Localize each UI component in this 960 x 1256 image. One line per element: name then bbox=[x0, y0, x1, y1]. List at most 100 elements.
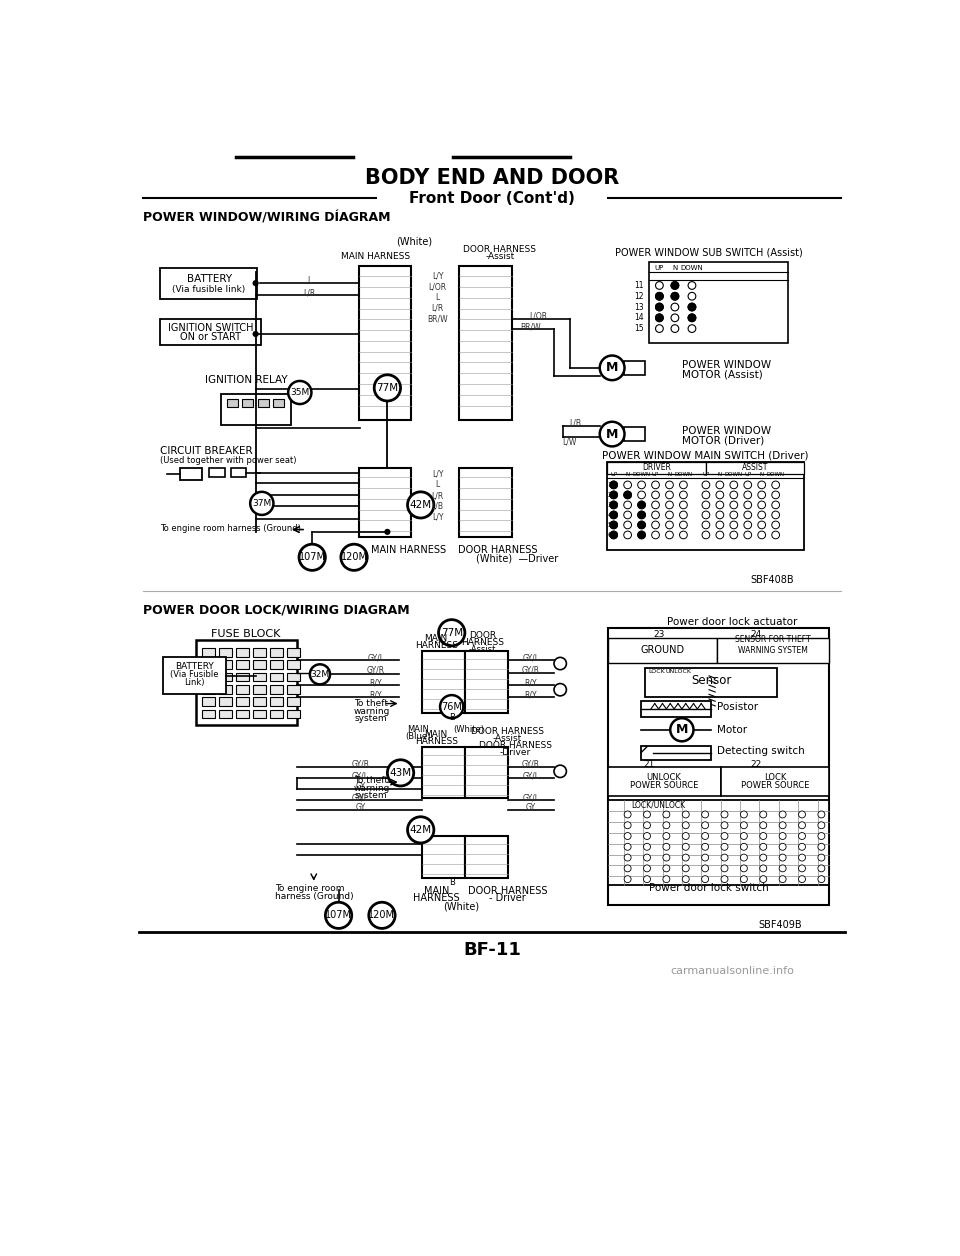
Circle shape bbox=[744, 481, 752, 489]
Circle shape bbox=[702, 865, 708, 872]
Circle shape bbox=[341, 544, 368, 570]
Bar bbox=[271, 710, 283, 718]
Bar bbox=[236, 710, 249, 718]
Circle shape bbox=[610, 511, 617, 519]
Circle shape bbox=[624, 511, 632, 519]
Circle shape bbox=[772, 521, 780, 529]
Circle shape bbox=[759, 865, 767, 872]
Bar bbox=[706, 462, 804, 474]
Circle shape bbox=[721, 811, 728, 818]
Circle shape bbox=[680, 511, 687, 519]
Bar bbox=[230, 468, 247, 477]
Circle shape bbox=[637, 531, 645, 539]
Bar bbox=[359, 266, 412, 421]
Bar bbox=[253, 673, 266, 681]
Text: LOCK: LOCK bbox=[648, 668, 664, 673]
Text: DOWN: DOWN bbox=[681, 265, 704, 271]
Circle shape bbox=[721, 821, 728, 829]
Circle shape bbox=[772, 481, 780, 489]
Text: UNLOCK: UNLOCK bbox=[647, 772, 682, 782]
Circle shape bbox=[656, 314, 663, 322]
Circle shape bbox=[702, 821, 708, 829]
Bar bbox=[162, 657, 227, 695]
Text: GROUND: GROUND bbox=[640, 644, 684, 654]
Bar bbox=[624, 427, 645, 441]
Circle shape bbox=[780, 875, 786, 883]
Text: 77M: 77M bbox=[441, 628, 463, 638]
Text: B: B bbox=[448, 878, 455, 888]
Circle shape bbox=[610, 531, 617, 539]
Circle shape bbox=[740, 875, 748, 883]
Circle shape bbox=[600, 422, 625, 446]
Circle shape bbox=[610, 521, 617, 529]
Text: warning: warning bbox=[354, 707, 391, 716]
Text: warning: warning bbox=[354, 784, 391, 793]
Text: GY/R: GY/R bbox=[351, 760, 370, 769]
Bar bbox=[160, 268, 257, 299]
Text: N: N bbox=[667, 472, 672, 477]
Circle shape bbox=[643, 821, 651, 829]
Circle shape bbox=[702, 531, 709, 539]
Bar bbox=[180, 468, 203, 480]
Bar bbox=[359, 468, 412, 538]
Text: SENSOR FOR THEFT
WARNING SYSTEM: SENSOR FOR THEFT WARNING SYSTEM bbox=[734, 636, 810, 654]
Circle shape bbox=[683, 833, 689, 839]
Bar bbox=[287, 685, 300, 693]
Text: ON or START: ON or START bbox=[180, 332, 241, 342]
Text: DOOR HARNESS: DOOR HARNESS bbox=[468, 887, 547, 897]
Circle shape bbox=[759, 833, 767, 839]
Circle shape bbox=[683, 865, 689, 872]
Circle shape bbox=[702, 481, 709, 489]
Text: BR/W: BR/W bbox=[520, 323, 541, 332]
Circle shape bbox=[680, 521, 687, 529]
Text: BATTERY: BATTERY bbox=[175, 662, 214, 671]
Circle shape bbox=[656, 281, 663, 289]
Circle shape bbox=[624, 821, 631, 829]
Text: harness (Ground): harness (Ground) bbox=[275, 892, 353, 901]
Circle shape bbox=[688, 314, 696, 322]
Circle shape bbox=[637, 491, 645, 499]
Text: GY/L: GY/L bbox=[368, 653, 384, 663]
Circle shape bbox=[740, 821, 748, 829]
Circle shape bbox=[671, 281, 679, 289]
Circle shape bbox=[702, 511, 709, 519]
Text: (Used together with power seat): (Used together with power seat) bbox=[160, 456, 297, 465]
Circle shape bbox=[680, 491, 687, 499]
Bar bbox=[160, 319, 261, 344]
Circle shape bbox=[799, 833, 805, 839]
Text: L: L bbox=[308, 276, 312, 285]
Circle shape bbox=[757, 481, 765, 489]
Circle shape bbox=[716, 501, 724, 509]
Circle shape bbox=[702, 521, 709, 529]
Circle shape bbox=[799, 843, 805, 850]
Text: GY/R: GY/R bbox=[521, 760, 540, 769]
Bar bbox=[219, 661, 231, 669]
Text: 22: 22 bbox=[750, 760, 761, 769]
Circle shape bbox=[643, 833, 651, 839]
Circle shape bbox=[656, 325, 663, 333]
Text: M: M bbox=[606, 427, 618, 441]
Text: L/OR: L/OR bbox=[529, 311, 547, 320]
Bar bbox=[196, 641, 297, 725]
Circle shape bbox=[757, 511, 765, 519]
Circle shape bbox=[637, 531, 645, 539]
Circle shape bbox=[610, 491, 617, 499]
Circle shape bbox=[610, 501, 617, 509]
Text: L/Y: L/Y bbox=[432, 470, 444, 479]
Bar bbox=[236, 673, 249, 681]
Circle shape bbox=[772, 501, 780, 509]
Circle shape bbox=[688, 303, 696, 311]
Circle shape bbox=[665, 481, 673, 489]
Circle shape bbox=[310, 664, 330, 685]
Text: GY/L: GY/L bbox=[522, 771, 540, 780]
Circle shape bbox=[652, 511, 660, 519]
Circle shape bbox=[716, 531, 724, 539]
Circle shape bbox=[780, 843, 786, 850]
Circle shape bbox=[759, 875, 767, 883]
Bar bbox=[422, 836, 465, 878]
Bar bbox=[203, 710, 214, 718]
Circle shape bbox=[665, 521, 673, 529]
Circle shape bbox=[772, 511, 780, 519]
Text: 1: 1 bbox=[608, 482, 612, 487]
Circle shape bbox=[780, 854, 786, 862]
